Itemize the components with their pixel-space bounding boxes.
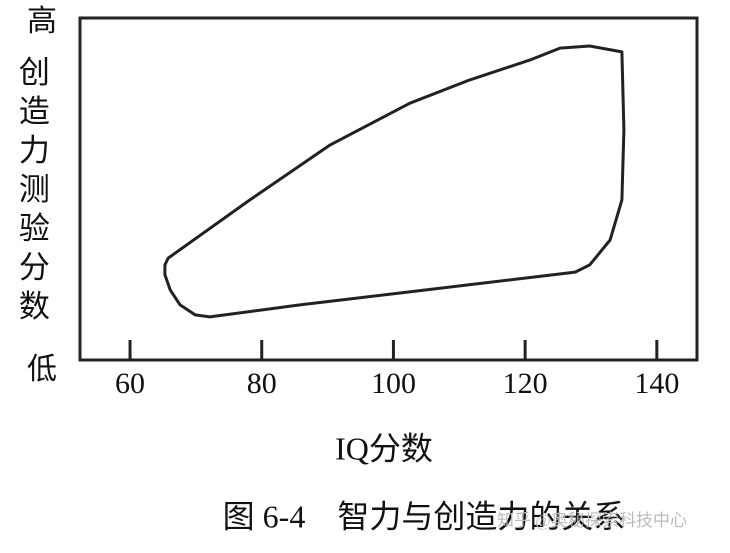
y-tick-label: 低 xyxy=(27,353,57,386)
plot-frame xyxy=(78,16,699,362)
x-tick-label: 120 xyxy=(503,367,548,400)
watermark: 知乎 @奥秘探索科技中心 xyxy=(497,511,687,530)
x-tick-label: 60 xyxy=(115,367,145,400)
x-tick-label: 140 xyxy=(634,367,679,400)
x-tick-label: 80 xyxy=(247,367,277,400)
y-axis-label: 创造力测验分数 xyxy=(14,56,50,329)
outline xyxy=(163,44,626,319)
x-axis-label: IQ分数 xyxy=(335,430,433,466)
y-tick-label: 高 xyxy=(27,5,57,38)
x-tick-label: 100 xyxy=(371,367,416,400)
chart-title: 图 6-4 智力与创造力的关系 xyxy=(223,498,626,534)
